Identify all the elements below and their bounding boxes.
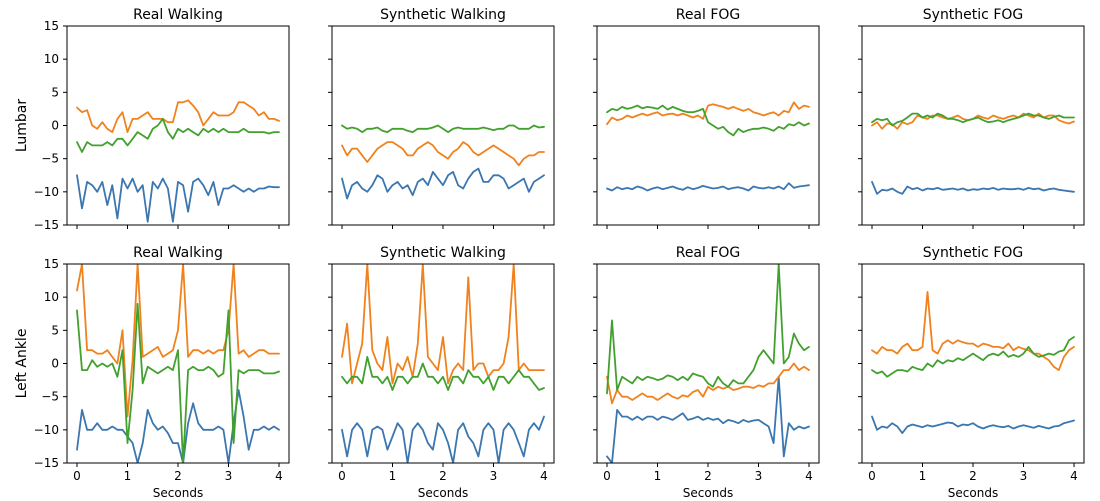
x-tick-label: 1 (389, 469, 397, 483)
subplot-8: 0 1 2 3 4 Synthetic FOG Seconds (858, 245, 1085, 500)
y-axis-label: Lumbar (14, 99, 30, 153)
series-line-green (341, 124, 545, 134)
subplot-3: Real FOG (593, 7, 820, 229)
subplot-5: 15 10 5 0 −5 −10 −15 0 1 2 3 4 Real Walking Seconds Le… (14, 245, 290, 500)
series-group (341, 264, 545, 463)
x-tick-label: 2 (439, 469, 447, 483)
series-line-orange (76, 264, 280, 418)
series-line-green (76, 302, 280, 463)
x-tick-label: 0 (73, 469, 81, 483)
series-line-blue (871, 180, 1075, 195)
series-line-blue (341, 167, 545, 200)
y-tick-label: 15 (44, 19, 59, 33)
subplot-title: Synthetic FOG (923, 7, 1023, 23)
series-line-blue (76, 389, 280, 463)
x-tick-label: 3 (755, 469, 763, 483)
x-axis-label: Seconds (948, 486, 998, 500)
x-axis-label: Seconds (683, 486, 733, 500)
series-group (871, 112, 1075, 195)
series-line-orange (606, 101, 810, 126)
subplot-1: 15 10 5 0 −5 −10 −15 Real Walking Lumbar (14, 7, 290, 232)
x-tick-label: 1 (124, 469, 132, 483)
series-group (341, 124, 545, 200)
x-axis-label: Seconds (153, 486, 203, 500)
series-line-orange (606, 362, 810, 405)
subplot-7: 0 1 2 3 4 Real FOG Seconds (593, 245, 820, 500)
y-tick-label: −10 (34, 423, 59, 437)
y-tick-label: 15 (44, 257, 59, 271)
y-tick-label: 5 (51, 85, 59, 99)
y-tick-label: 10 (44, 52, 59, 66)
series-line-blue (341, 415, 545, 463)
y-tick-label: −15 (34, 456, 59, 470)
x-tick-label: 4 (1070, 469, 1078, 483)
axes-frame (331, 25, 555, 226)
series-line-orange (341, 264, 545, 385)
y-tick-label: −10 (34, 185, 59, 199)
y-tick-label: 0 (51, 357, 59, 371)
x-tick-label: 0 (338, 469, 346, 483)
x-tick-label: 2 (174, 469, 182, 483)
series-line-green (606, 104, 810, 137)
subplot-title: Real FOG (676, 245, 741, 261)
x-tick-label: 4 (540, 469, 548, 483)
subplot-title: Real FOG (676, 7, 741, 23)
series-line-orange (76, 99, 280, 134)
series-group (76, 99, 280, 223)
series-group (76, 264, 280, 463)
y-tick-label: 0 (51, 119, 59, 133)
series-group (606, 264, 810, 463)
series-line-green (606, 264, 810, 395)
series-line-blue (76, 174, 280, 223)
axes-frame (596, 25, 820, 226)
x-tick-label: 1 (919, 469, 927, 483)
series-line-orange (871, 290, 1075, 372)
series-line-blue (606, 182, 810, 192)
subplot-title: Real Walking (133, 7, 223, 23)
x-tick-label: 3 (490, 469, 498, 483)
subplot-title: Synthetic Walking (380, 245, 506, 261)
x-axis-label: Seconds (418, 486, 468, 500)
subplot-4: Synthetic FOG (858, 7, 1085, 229)
y-tick-label: 5 (51, 323, 59, 337)
x-tick-label: 3 (225, 469, 233, 483)
series-group (871, 290, 1075, 435)
axes-frame (861, 25, 1085, 226)
x-tick-label: 4 (805, 469, 813, 483)
subplot-title: Real Walking (133, 245, 223, 261)
x-tick-label: 0 (868, 469, 876, 483)
y-axis-label: Left Ankle (14, 329, 30, 399)
series-line-green (871, 336, 1075, 378)
series-line-green (341, 355, 545, 391)
series-line-green (871, 112, 1075, 127)
x-tick-label: 1 (654, 469, 662, 483)
subplot-title: Synthetic Walking (380, 7, 506, 23)
x-tick-label: 0 (603, 469, 611, 483)
x-tick-label: 3 (1020, 469, 1028, 483)
series-line-orange (341, 141, 545, 167)
x-tick-label: 2 (969, 469, 977, 483)
subplot-6: 0 1 2 3 4 Synthetic Walking Seconds (328, 245, 555, 500)
axes-frame (596, 263, 820, 464)
subplot-2: Synthetic Walking (328, 7, 555, 229)
series-line-blue (606, 375, 810, 463)
x-tick-label: 4 (275, 469, 283, 483)
series-line-green (76, 118, 280, 153)
x-tick-label: 2 (704, 469, 712, 483)
y-tick-label: −5 (41, 390, 59, 404)
y-tick-label: 10 (44, 290, 59, 304)
y-tick-label: −5 (41, 152, 59, 166)
series-group (606, 101, 810, 192)
subplot-title: Synthetic FOG (923, 245, 1023, 261)
y-tick-label: −15 (34, 218, 59, 232)
series-line-blue (871, 415, 1075, 435)
